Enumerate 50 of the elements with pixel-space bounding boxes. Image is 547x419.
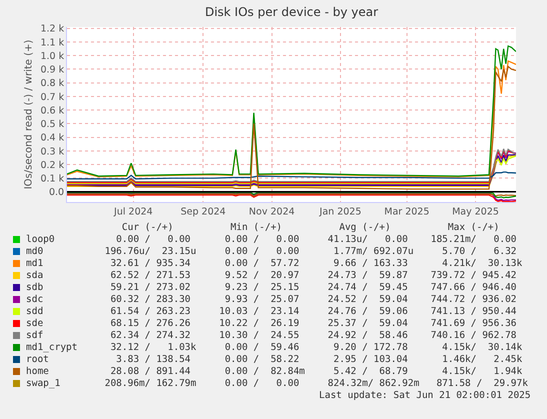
x-tick-label: May 2025: [452, 206, 499, 218]
legend-label: sdf: [26, 330, 44, 341]
legend-label: md1_crypt: [26, 342, 78, 353]
legend-label: sdd: [26, 306, 44, 317]
text: 32.61 / 935.34 0.00 / 57.72 9.66 / 163.33 4.21k/ 30.13k: [99, 258, 523, 269]
y-tick-label: 0.5 k: [40, 119, 65, 130]
text: 28.08 / 891.44 0.00 / 82.84m 5.42 / 68.79 4.15k/ 1.94k: [99, 366, 523, 377]
text: 196.76u/ 23.15u 0.00 / 0.00 1.77m/ 692.07u 5.70 / 6.32: [99, 246, 522, 257]
legend-label: sdb: [26, 282, 44, 293]
y-tick-label: 1.1 k: [40, 37, 65, 48]
text: 0.00 / 0.00 0.00 / 0.00 41.13u/ 0.00 185.21m/ 0.00: [99, 234, 522, 245]
text: 3.83 / 138.54 0.00 / 58.22 2.95 / 103.04 1.46k/ 2.45k: [99, 354, 523, 365]
x-tick-label: Jul 2024: [113, 206, 153, 218]
line-series: [67, 171, 516, 180]
legend-label: sde: [26, 318, 44, 329]
legend-label: sda: [26, 270, 44, 281]
y-tick-label: 0.9 k: [40, 64, 65, 76]
y-tick-label: 1.0 k: [40, 50, 65, 62]
x-tick-label: Jan 2025: [318, 206, 362, 218]
text: Last update: Sat Jun 21 02:00:01 2025: [319, 390, 531, 401]
y-tick-label: 0.2 k: [40, 160, 65, 171]
y-tick-label: 0.0: [48, 187, 64, 198]
legend-label: home: [26, 366, 50, 377]
y-tick-label: 0.1 k: [40, 173, 65, 184]
text: 59.21 / 273.02 9.23 / 25.15 24.74 / 59.45 747.66 / 946.40: [99, 282, 522, 293]
text: 62.34 / 274.32 10.30 / 24.55 24.92 / 58.46 740.16 / 962.78: [99, 330, 522, 341]
legend-label: md1: [26, 258, 44, 269]
y-tick-label: 0.4 k: [40, 132, 65, 144]
legend-label: root: [26, 354, 49, 365]
text: 61.54 / 263.23 10.03 / 23.14 24.76 / 59.06 741.13 / 950.44: [99, 306, 522, 317]
y-tick-label: 0.7 k: [40, 92, 65, 103]
y-tick-label: 0.8 k: [40, 78, 65, 90]
legend-label: sdc: [26, 294, 44, 305]
chart-title: Disk IOs per device - by year: [204, 5, 378, 20]
legend-label: loop0: [26, 234, 55, 245]
text: Cur (-/+) Min (-/+) Avg (-/+) Max (-/+): [99, 222, 522, 233]
text: 32.12 / 1.03k 0.00 / 59.46 9.20 / 172.78 4.15k/ 30.14k: [99, 342, 523, 353]
legend-label: swap_1: [26, 378, 61, 389]
text: 60.32 / 283.30 9.93 / 25.07 24.52 / 59.04 744.72 / 936.02: [99, 294, 522, 305]
text: 62.52 / 271.53 9.52 / 20.97 24.73 / 59.87 739.72 / 945.42: [99, 270, 522, 281]
x-tick-label: Sep 2024: [180, 206, 226, 218]
text: 208.96m/ 162.79m 0.00 / 0.00 824.32m/ 862.92m 871.58 / 29.97k: [99, 378, 528, 389]
y-tick-label: 0.3 k: [40, 146, 65, 158]
text: 68.15 / 276.26 10.22 / 26.19 25.37 / 59.04 741.69 / 956.36: [99, 318, 522, 329]
x-tick-label: Mar 2025: [384, 206, 430, 218]
y-axis-title: IOs/second read (-) / write (+): [23, 40, 34, 190]
y-tick-label: 1.2 k: [40, 24, 65, 35]
y-tick-label: 0.6 k: [40, 105, 65, 116]
legend-label: md0: [26, 246, 44, 257]
x-tick-label: Nov 2024: [248, 206, 295, 218]
